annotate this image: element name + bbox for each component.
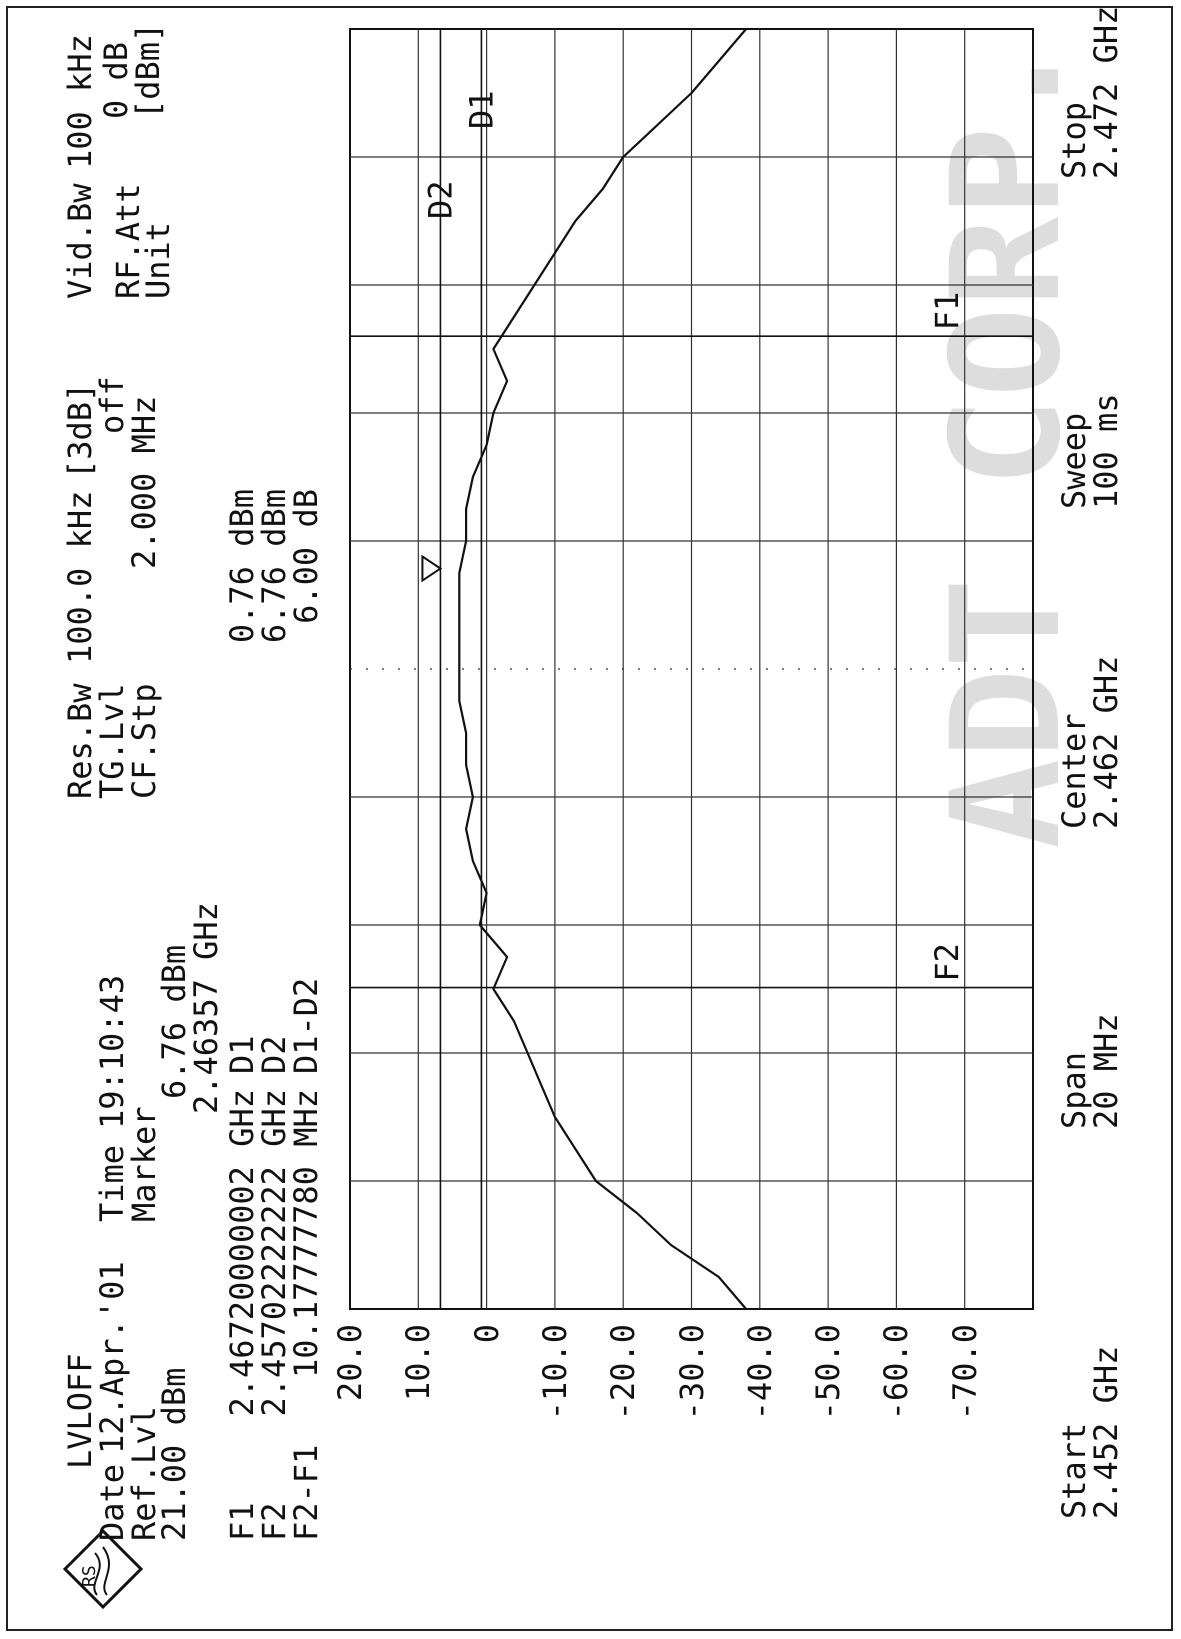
- footer-center: Center 2.462 GHz: [1055, 655, 1125, 829]
- rotated-sheet: RS LVLOFF Date 12.Apr.'01 Time 19:10:43 …: [8, 4, 1175, 1629]
- sweep-label: Sweep: [1055, 412, 1093, 509]
- spectrum-plot: ADT CORP. D1 D2 F1 F2: [349, 28, 1094, 1310]
- center-label: Center: [1055, 713, 1093, 829]
- rs-logo-text: RS: [79, 1565, 100, 1587]
- rs-logo: RS: [62, 1528, 144, 1610]
- display-line-label: D2: [421, 180, 459, 219]
- footer-sweep: Sweep 100 ms: [1055, 393, 1125, 509]
- frequency-line-label: F2: [928, 943, 966, 982]
- page-frame: RS LVLOFF Date 12.Apr.'01 Time 19:10:43 …: [6, 6, 1173, 1631]
- center-value: 2.462 GHz: [1087, 655, 1125, 829]
- display-line-label: D1: [462, 90, 500, 129]
- stop-value: 2.472 GHz: [1087, 5, 1125, 179]
- frequency-line-label: F1: [928, 292, 966, 331]
- span-value: 20 MHz: [1087, 1013, 1125, 1129]
- sweep-value: 100 ms: [1087, 393, 1125, 509]
- footer-span: Span 20 MHz: [1055, 1013, 1125, 1129]
- footer-stop: Stop 2.472 GHz: [1055, 5, 1125, 179]
- marker-triangle: [421, 554, 443, 583]
- span-label: Span: [1055, 1051, 1093, 1129]
- start-label: Start: [1055, 1422, 1093, 1519]
- spectrum-trace: [458, 28, 747, 1310]
- watermark-text: ADT CORP.: [920, 36, 1094, 849]
- start-value: 2.452 GHz: [1087, 1345, 1125, 1519]
- stop-label: Stop: [1055, 101, 1093, 179]
- footer-start: Start 2.452 GHz: [1055, 1345, 1125, 1519]
